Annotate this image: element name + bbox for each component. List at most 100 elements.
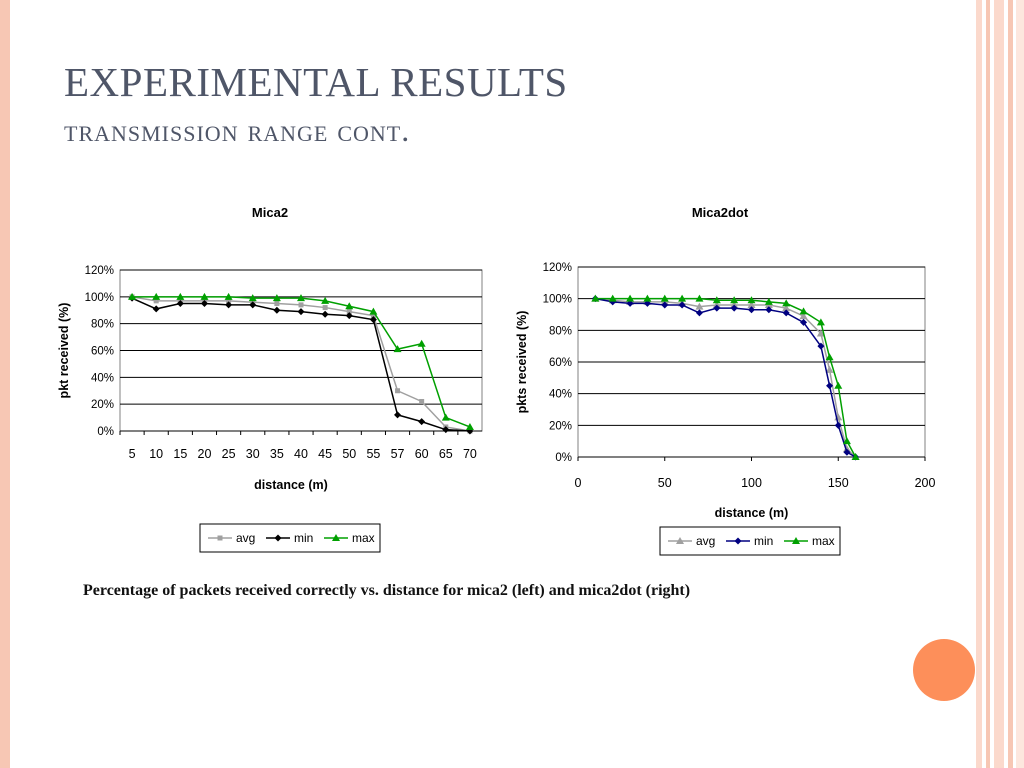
- mica2dot-series-min-point: [826, 382, 834, 390]
- mica2-legend-min-marker: [274, 534, 282, 542]
- mica2dot-series-min-point: [817, 342, 825, 350]
- mica2dot-series-min-point: [695, 309, 703, 317]
- mica2-x-tick-label: 25: [222, 447, 236, 461]
- mica2-series-avg-point: [419, 398, 425, 404]
- mica2dot-series-avg-line: [595, 297, 857, 458]
- mica2-x-tick-label: 15: [173, 447, 187, 461]
- mica2-series-avg-point: [153, 298, 159, 304]
- mica2-series-min-point: [442, 426, 450, 434]
- mica2dot-x-axis-label: distance (m): [715, 506, 789, 520]
- mica2dot-series-min-point: [626, 299, 634, 307]
- mica2-y-tick-label: 80%: [91, 319, 114, 331]
- mica2dot-series-min-point: [713, 304, 721, 312]
- mica2-series-max-point: [152, 292, 161, 300]
- mica2-legend-max-label: max: [352, 531, 375, 545]
- mica2-x-tick-label: 65: [439, 447, 453, 461]
- mica2-series-max-point: [465, 422, 474, 430]
- mica2dot-series-max-point: [816, 318, 825, 326]
- mica2-y-tick-label: 100%: [85, 292, 114, 304]
- slide-title: EXPERIMENTAL RESULTS: [64, 59, 568, 105]
- mica2dot-y-tick-label: 80%: [549, 325, 572, 337]
- mica2dot-x-tick-label: 0: [575, 476, 582, 490]
- mica2dot-series-avg-point: [695, 302, 704, 310]
- mica2dot-series-max-point: [678, 294, 687, 302]
- mica2dot-series-avg-point: [747, 301, 756, 308]
- mica2dot-y-tick-label: 60%: [549, 357, 572, 369]
- mica2-series-max-point: [393, 345, 402, 353]
- mica2dot-series-max-point: [626, 294, 635, 302]
- mica2-y-tick-label: 40%: [91, 372, 114, 384]
- mica2dot-series-avg-point: [799, 312, 808, 320]
- mica2-y-axis-label: pkt received (%): [57, 303, 71, 399]
- mica2dot-series-min-point: [643, 299, 651, 307]
- mica2-legend-max-marker: [332, 534, 340, 541]
- mica2-series-max-point: [176, 292, 185, 300]
- mica2-legend-avg-marker: [217, 535, 223, 541]
- mica2dot-series-min-point: [678, 301, 686, 309]
- mica2dot-series-min-point: [661, 301, 669, 309]
- mica2-series-avg-point: [370, 313, 376, 319]
- mica2-series-min-point: [225, 301, 233, 309]
- mica2-series-max-point: [417, 339, 426, 347]
- mica2-x-tick-label: 10: [149, 447, 163, 461]
- mica2dot-legend-avg-marker: [676, 537, 684, 544]
- mica2dot-series-max-point: [782, 299, 791, 307]
- mica2-series-max-point: [248, 294, 257, 302]
- charts-svg: 0% 20% 40% 60% 80% 100% 120% 5 10 15 20 25 30 35 40 45 5…: [57, 205, 936, 556]
- mica2-series-avg-point: [395, 388, 401, 394]
- mica2-series-avg-point: [226, 298, 232, 304]
- mica2-series-min-point: [345, 312, 353, 320]
- mica2dot-legend-max-marker: [792, 537, 800, 544]
- mica2-series-max-point: [441, 413, 450, 421]
- mica2dot-chart-title: Mica2dot: [692, 205, 749, 220]
- mica2-series-min-point: [394, 411, 402, 419]
- mica2-legend-min-label: min: [294, 531, 313, 545]
- mica2dot-series-max-point: [695, 294, 704, 302]
- mica2dot-legend-min-marker: [734, 537, 742, 545]
- mica2dot-x-tick-label: 150: [828, 476, 849, 490]
- mica2dot-series-max-point: [764, 297, 773, 305]
- mica2dot-x-tick-label: 200: [915, 476, 936, 490]
- mica2-series-max-point: [272, 294, 281, 302]
- mica2dot-series-max-point: [643, 294, 652, 302]
- mica2-x-tick-label: 35: [270, 447, 284, 461]
- mica2dot-series-avg-point: [816, 329, 825, 337]
- mica2-series-min-point: [200, 300, 208, 308]
- mica2-x-tick-label: 5: [129, 447, 136, 461]
- orange-circle-decoration: [913, 639, 975, 701]
- mica2-y-tick-label: 120%: [85, 265, 114, 277]
- mica2-series-max-point: [128, 292, 137, 300]
- mica2-series-avg-point: [274, 301, 280, 307]
- mica2dot-y-axis-label: pkts received (%): [515, 311, 529, 414]
- mica2-series-min-point: [321, 310, 329, 318]
- mica2-series-min-point: [152, 305, 160, 313]
- mica2-x-tick-label: 30: [246, 447, 260, 461]
- mica2-series-max-point: [297, 294, 305, 302]
- mica2-series-min-point: [273, 306, 281, 314]
- mica2-x-tick-label: 40: [294, 447, 308, 461]
- mica2dot-series-avg-point: [730, 301, 739, 308]
- mica2-x-tick-label: 60: [415, 447, 429, 461]
- mica2dot-series-max-point: [851, 453, 860, 460]
- mica2-series-max-point: [369, 307, 378, 315]
- mica2dot-series-max-point: [730, 296, 739, 304]
- mica2dot-series-max-line: [595, 297, 857, 458]
- mica2dot-series-max-point: [591, 294, 600, 302]
- mica2dot-series-min-point: [800, 318, 808, 326]
- mica2-x-tick-label: 45: [318, 447, 332, 461]
- slide-subtitle: transmission range cont.: [64, 112, 411, 148]
- mica2-x-tick-label: 70: [463, 447, 477, 461]
- mica2dot-series-max-point: [660, 294, 669, 302]
- mica2dot-y-tick-label: 40%: [549, 389, 572, 401]
- mica2dot-y-tick-label: 100%: [543, 294, 572, 306]
- mica2-y-tick-label: 0%: [97, 426, 114, 438]
- mica2dot-series-avg-point: [842, 445, 851, 453]
- mica2-series-min-point: [297, 308, 305, 316]
- mica2dot-series-max-point: [842, 437, 851, 445]
- mica2-series-min-point: [369, 316, 377, 324]
- mica2-series-avg-point: [322, 305, 328, 311]
- mica2-y-tick-label: 60%: [91, 346, 114, 358]
- mica2-y-tick-label: 20%: [91, 399, 114, 411]
- mica2dot-x-tick-label: 100: [741, 476, 762, 490]
- mica2-series-avg-point: [298, 302, 304, 308]
